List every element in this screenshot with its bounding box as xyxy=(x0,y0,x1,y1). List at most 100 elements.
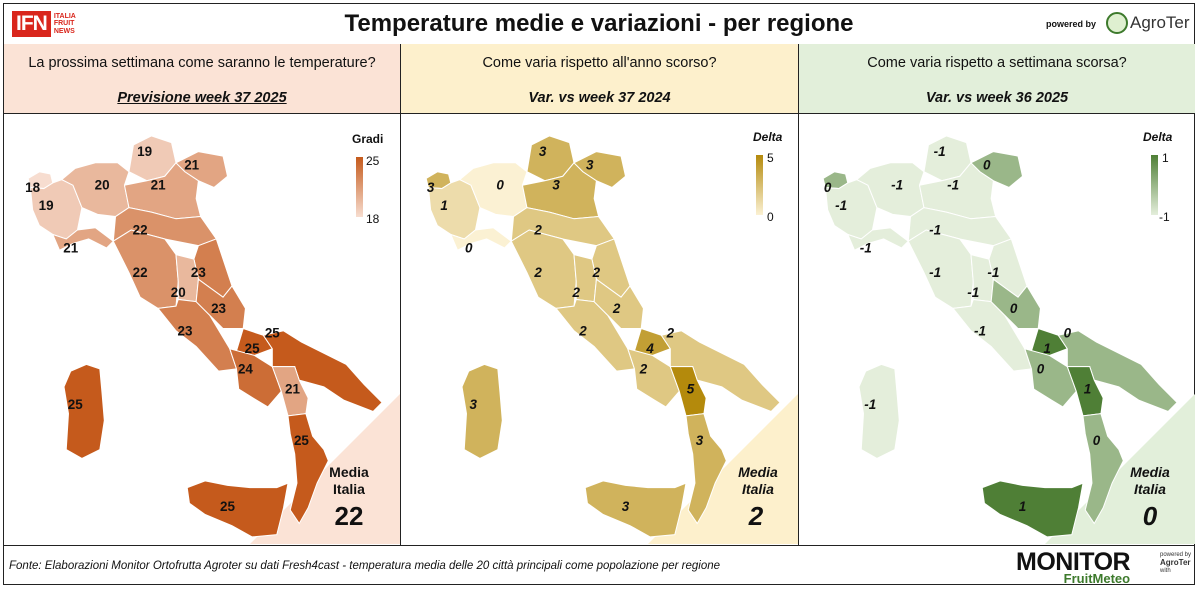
region-value-label: -1 xyxy=(929,222,941,237)
region-value-label: 22 xyxy=(133,222,148,237)
agroter-logo-icon xyxy=(1106,12,1128,34)
media-italia-value: 2 xyxy=(748,501,764,531)
media-label-line1: Media xyxy=(738,464,778,480)
media-italia-value: 0 xyxy=(1142,501,1158,531)
region-value-label: 25 xyxy=(265,326,280,341)
region-value-label: 2 xyxy=(578,323,587,338)
region-value-label: -1 xyxy=(967,285,979,300)
media-italia-value: 22 xyxy=(334,501,364,531)
legend-title: Gradi xyxy=(352,132,384,146)
corner-triangle xyxy=(250,394,400,544)
region-value-label: 0 xyxy=(465,240,473,255)
region-value-label: 25 xyxy=(68,397,83,412)
region-basilicata xyxy=(1066,366,1104,417)
region-value-label: 25 xyxy=(294,433,309,448)
region-value-label: 3 xyxy=(539,144,547,159)
region-value-label: 19 xyxy=(137,144,152,159)
legend-title: Delta xyxy=(753,130,783,144)
fruitmeteo-logo-text: FruitMeteo xyxy=(1063,571,1131,586)
region-value-label: 21 xyxy=(151,178,166,193)
media-label-line2: Italia xyxy=(1134,481,1166,497)
legend-gradient-bar xyxy=(1151,155,1158,215)
region-value-label: 0 xyxy=(1064,326,1072,341)
region-value-label: 21 xyxy=(63,240,78,255)
legend-min: 18 xyxy=(366,212,380,226)
region-value-label: 2 xyxy=(533,265,542,280)
panel-vs-last-week: Come varia rispetto a settimana scorsa? … xyxy=(799,44,1195,545)
panel-question: Come varia rispetto a settimana scorsa? xyxy=(867,55,1127,71)
panel-subtitle: Var. vs week 37 2024 xyxy=(528,90,671,106)
region-value-label: 0 xyxy=(496,178,504,193)
region-calabria xyxy=(287,413,329,525)
ifn-logo: IFN ITALIA FRUIT NEWS xyxy=(12,11,76,37)
region-liguria xyxy=(846,227,910,251)
region-value-label: 19 xyxy=(39,198,54,213)
corner-triangle xyxy=(1045,394,1195,544)
region-value-label: 3 xyxy=(469,397,477,412)
region-value-label: 5 xyxy=(687,382,695,397)
region-value-label: 3 xyxy=(696,433,704,448)
media-label-line1: Media xyxy=(1130,464,1170,480)
region-toscana xyxy=(510,229,577,309)
ifn-logo-mark: IFN xyxy=(12,11,51,37)
region-value-label: 25 xyxy=(220,499,235,514)
region-value-label: -1 xyxy=(947,178,959,193)
region-value-label: 20 xyxy=(95,178,110,193)
legend-min: 0 xyxy=(767,210,774,224)
side-with: with xyxy=(1160,568,1171,574)
region-piemonte xyxy=(427,179,481,240)
region-liguria xyxy=(449,227,513,251)
ifn-sub-1: ITALIA xyxy=(53,12,76,20)
region-value-label: -1 xyxy=(987,265,999,280)
region-value-label: -1 xyxy=(860,240,872,255)
region-value-label: 1 xyxy=(1043,341,1050,356)
monitor-logo-text: MONITOR xyxy=(1016,548,1131,576)
italy-map-forecast: 18 19 21 20 19 21 21 22 22 23 20 23 23 25 24 25 21 25 25 25 xyxy=(25,135,400,544)
region-value-label: -1 xyxy=(974,323,986,338)
panel-subtitle: Previsione week 37 2025 xyxy=(117,90,287,106)
infographic-frame: IFN ITALIA FRUIT NEWS Temperature medie … xyxy=(3,3,1195,585)
media-label-line2: Italia xyxy=(333,481,365,497)
region-value-label: 0 xyxy=(983,158,991,173)
region-value-label: 3 xyxy=(552,178,560,193)
panel-question: La prossima settimana come saranno le te… xyxy=(28,55,376,71)
region-value-label: 18 xyxy=(25,180,40,195)
legend-max: 1 xyxy=(1162,151,1169,165)
region-value-label: -1 xyxy=(934,144,946,159)
agroter-logo: AgroTer xyxy=(1106,12,1190,34)
ifn-sub-3: NEWS xyxy=(53,27,75,35)
legend-max: 5 xyxy=(767,151,774,165)
region-value-label: 1 xyxy=(1084,382,1091,397)
panel-question: Come varia rispetto all'anno scorso? xyxy=(482,55,717,71)
region-value-label: 21 xyxy=(184,158,199,173)
agroter-logo-text: AgroTer xyxy=(1130,13,1190,32)
region-value-label: 2 xyxy=(571,285,580,300)
region-value-label: 21 xyxy=(285,382,300,397)
region-piemonte xyxy=(29,179,83,240)
region-value-label: 1 xyxy=(1019,499,1026,514)
region-friuli-venezia-giulia xyxy=(573,151,627,189)
region-sicilia xyxy=(981,480,1084,538)
region-value-label: 20 xyxy=(171,285,186,300)
region-friuli-venezia-giulia xyxy=(175,151,229,189)
footer: Fonte: Elaborazioni Monitor Ortofrutta A… xyxy=(4,545,1194,586)
region-value-label: 2 xyxy=(592,265,601,280)
region-sardegna xyxy=(461,363,503,460)
region-value-label: 0 xyxy=(1010,301,1018,316)
monitor-fruitmeteo-logo: MONITOR FruitMeteo xyxy=(1016,548,1131,586)
region-sardegna xyxy=(63,363,105,460)
region-value-label: 3 xyxy=(427,180,435,195)
ifn-sub-2: FRUIT xyxy=(53,20,75,28)
header: IFN ITALIA FRUIT NEWS Temperature medie … xyxy=(4,4,1194,45)
region-value-label: 23 xyxy=(211,301,226,316)
powered-by-label: powered by xyxy=(1046,19,1097,29)
region-value-label: 2 xyxy=(533,222,542,237)
corner-triangle xyxy=(648,394,798,544)
region-value-label: 22 xyxy=(133,265,148,280)
region-basilicata xyxy=(271,366,309,417)
region-value-label: -1 xyxy=(891,178,903,193)
region-value-label: 3 xyxy=(586,158,594,173)
side-powered-by: powered by xyxy=(1160,552,1192,558)
